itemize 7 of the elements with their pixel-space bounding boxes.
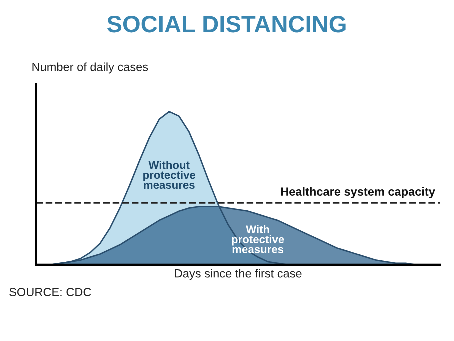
series-label: Without protective measures [144, 160, 196, 190]
source-note: SOURCE: CDC [10, 288, 92, 296]
series-label: With protective measures [232, 225, 284, 254]
ref-line-label: Healthcare system capacity [281, 187, 436, 198]
chart-title: SOCIAL DISTANCING [107, 16, 346, 33]
x-axis-title: Days since the first case [175, 269, 302, 280]
y-axis-title: Number of daily cases [32, 62, 148, 74]
